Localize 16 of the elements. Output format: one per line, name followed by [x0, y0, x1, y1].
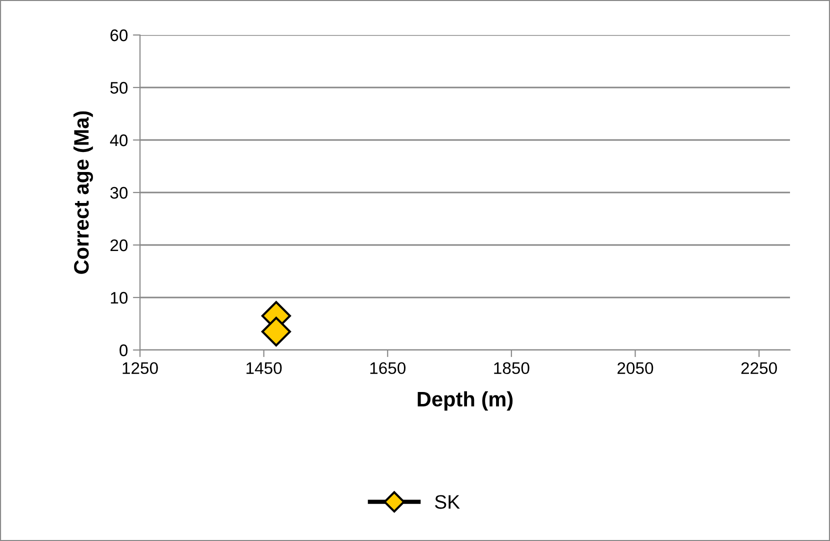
y-tick-label: 10 [110, 292, 128, 304]
y-tick-label: 60 [110, 29, 128, 42]
x-tick-label: 1850 [494, 362, 530, 374]
x-axis-title: Depth (m) [418, 391, 513, 411]
y-tick-label: 50 [110, 82, 128, 94]
y-tick-label: 0 [120, 344, 128, 356]
y-axis-title: Correct age (Ma) [73, 111, 93, 274]
y-tick-label: 40 [110, 134, 128, 146]
legend-label: SK [434, 495, 460, 509]
x-tick-label: 2250 [741, 362, 777, 374]
y-tick-label: 30 [110, 186, 128, 199]
x-tick-label: 1450 [246, 362, 282, 374]
x-tick-label: 1250 [122, 362, 158, 374]
y-tick-label: 20 [110, 239, 128, 252]
x-tick-label: 2050 [618, 362, 654, 374]
x-tick-label: 1650 [370, 362, 406, 374]
